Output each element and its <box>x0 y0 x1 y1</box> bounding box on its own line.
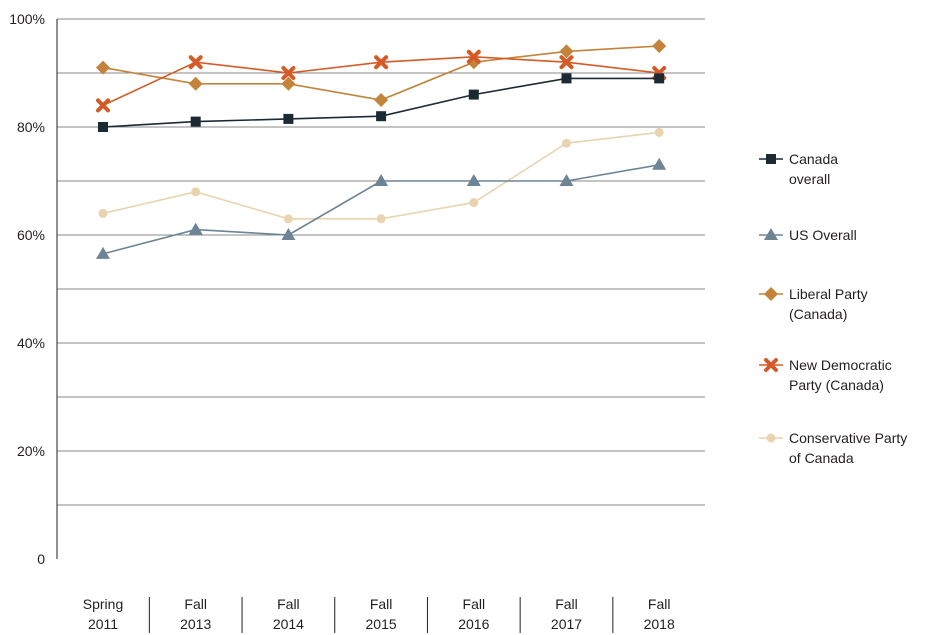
legend-label: overall <box>789 171 830 187</box>
y-tick-label: 40% <box>17 335 45 351</box>
legend-item: Liberal Party (Canada) <box>759 286 868 322</box>
data-point <box>281 66 296 80</box>
data-point <box>652 39 667 53</box>
x-stroke <box>466 49 481 64</box>
data-point <box>190 116 201 127</box>
data-point <box>283 113 294 124</box>
gridlines <box>57 18 705 506</box>
x-tick-label: Fall <box>184 596 207 612</box>
x-tick-label: 2017 <box>551 616 582 632</box>
data-point <box>374 55 389 70</box>
data-point <box>191 187 201 197</box>
x-stroke <box>96 98 110 113</box>
legend-item: Conservative Party of Canada <box>759 430 907 466</box>
legend-label: of Canada <box>789 450 854 466</box>
x-stroke <box>374 55 389 70</box>
x-stroke <box>281 66 296 80</box>
data-point <box>466 174 481 186</box>
data-point <box>469 198 479 208</box>
data-point <box>188 55 203 70</box>
legend-marker <box>766 433 776 443</box>
data-point <box>466 49 481 64</box>
series-4 <box>98 127 664 224</box>
legend-marker <box>764 228 778 240</box>
legend-label: Liberal Party <box>789 286 868 302</box>
data-point <box>652 157 667 170</box>
data-point <box>281 76 296 91</box>
y-tick-label: 100% <box>9 11 45 27</box>
data-point <box>188 222 203 235</box>
legend-marker <box>764 358 778 372</box>
data-point <box>96 98 110 113</box>
x-stroke <box>764 358 778 372</box>
data-point <box>561 73 572 84</box>
data-point <box>283 214 293 224</box>
legend-marker <box>764 287 778 301</box>
x-tick-label: 2018 <box>644 616 675 632</box>
data-point <box>654 73 665 84</box>
series-2 <box>96 39 667 107</box>
legend: Canada overall US Overall Liberal Party (Can… <box>759 151 907 466</box>
series-0 <box>98 73 665 132</box>
data-point <box>374 93 389 107</box>
legend-label: Canada <box>789 151 838 167</box>
data-point <box>468 89 479 100</box>
legend-label: US Overall <box>789 227 857 243</box>
x-tick-label: 2013 <box>180 616 211 632</box>
x-tick-label: Fall <box>463 596 486 612</box>
data-point <box>562 138 571 148</box>
legend-item: US Overall <box>759 227 857 243</box>
series-lines <box>96 39 667 259</box>
x-tick-label: Fall <box>277 596 300 612</box>
data-point <box>188 76 203 91</box>
data-point <box>96 60 110 75</box>
x-tick-label: Fall <box>370 596 393 612</box>
y-tick-labels: 0 20% 40% 60% 80% 100% <box>9 11 45 567</box>
data-point <box>281 228 296 240</box>
y-tick-label: 20% <box>17 443 45 459</box>
legend-label: Conservative Party <box>789 430 907 446</box>
legend-label: Party (Canada) <box>789 377 884 393</box>
x-tick-label: 2015 <box>366 616 397 632</box>
data-point <box>96 246 110 259</box>
x-tick-labels: Spring 2011 Fall 2013 Fall 2014 Fall 2015 Fall 20… <box>83 596 675 633</box>
x-tick-label: Fall <box>555 596 578 612</box>
y-tick-label: 60% <box>17 227 45 243</box>
x-tick-label: 2016 <box>458 616 489 632</box>
data-point <box>376 111 387 122</box>
x-stroke <box>559 55 574 70</box>
legend-marker <box>766 154 776 164</box>
legend-item: Canada overall <box>759 151 838 187</box>
legend-label: New Democratic <box>789 357 892 373</box>
data-point <box>559 44 574 59</box>
legend-label: (Canada) <box>789 306 847 322</box>
x-stroke <box>188 55 203 70</box>
series-1 <box>96 157 667 259</box>
x-tick-label: 2011 <box>88 616 118 632</box>
x-tick-label: Spring <box>83 596 123 612</box>
data-point <box>376 214 386 224</box>
data-point <box>559 174 574 186</box>
data-point <box>559 55 574 70</box>
data-point <box>98 208 108 218</box>
legend-item: New Democratic Party (Canada) <box>759 357 892 393</box>
y-tick-label: 80% <box>17 119 45 135</box>
x-tick-label: Fall <box>648 596 671 612</box>
y-tick-label: 0 <box>37 551 45 567</box>
data-point <box>374 174 389 186</box>
data-point <box>98 122 108 132</box>
x-tick-label: 2014 <box>273 616 304 632</box>
data-point <box>654 127 664 137</box>
